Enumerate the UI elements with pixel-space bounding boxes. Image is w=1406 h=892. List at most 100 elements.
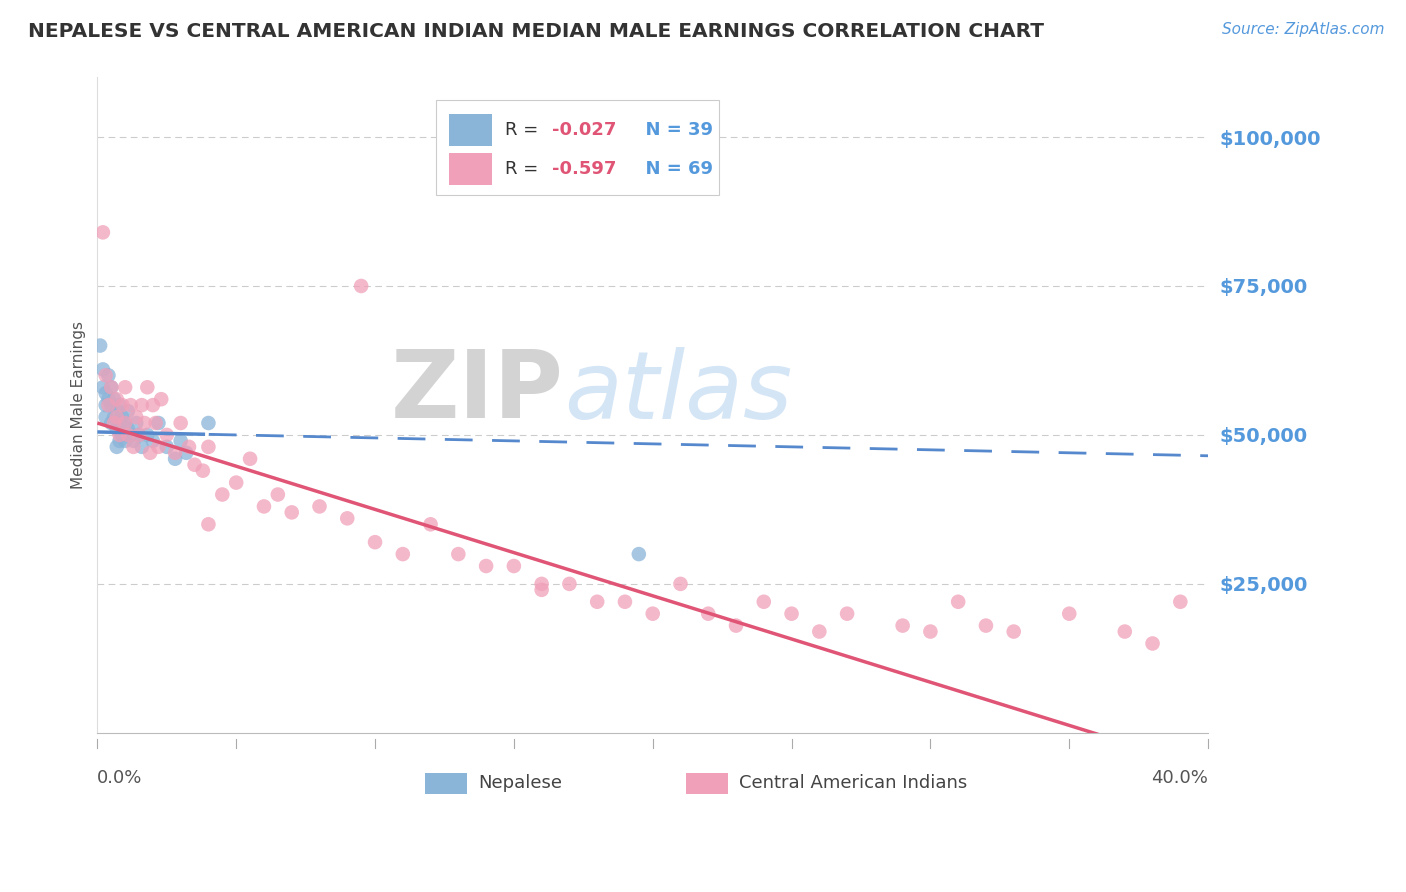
Point: [125, 416, 148, 430]
Point: [136, 428, 159, 442]
Point: [253, 500, 276, 514]
Point: [100, 398, 122, 412]
Point: [752, 595, 775, 609]
Point: [94, 398, 117, 412]
Point: [100, 416, 122, 430]
Point: [1002, 624, 1025, 639]
Point: [122, 440, 145, 454]
Point: [169, 434, 191, 448]
Text: Central American Indians: Central American Indians: [740, 774, 967, 792]
Text: Source: ZipAtlas.com: Source: ZipAtlas.com: [1222, 22, 1385, 37]
Point: [1057, 607, 1080, 621]
Text: 40.0%: 40.0%: [1152, 769, 1208, 787]
Point: [94, 386, 117, 401]
Point: [142, 398, 165, 412]
Point: [169, 416, 191, 430]
Point: [114, 380, 136, 394]
Point: [780, 607, 803, 621]
Point: [165, 446, 187, 460]
Point: [197, 517, 219, 532]
Point: [97, 392, 120, 407]
Point: [108, 416, 131, 430]
Point: [148, 416, 170, 430]
Text: NEPALESE VS CENTRAL AMERICAN INDIAN MEDIAN MALE EARNINGS CORRELATION CHART: NEPALESE VS CENTRAL AMERICAN INDIAN MEDI…: [28, 22, 1045, 41]
Point: [1168, 595, 1191, 609]
Point: [117, 404, 139, 418]
Point: [239, 451, 262, 466]
Point: [183, 458, 205, 472]
Text: atlas: atlas: [564, 346, 792, 438]
Point: [117, 422, 139, 436]
Point: [105, 404, 128, 418]
Point: [91, 380, 114, 394]
Point: [891, 618, 914, 632]
Point: [108, 434, 131, 448]
Y-axis label: Median Male Earnings: Median Male Earnings: [72, 321, 86, 489]
Point: [131, 398, 153, 412]
Point: [100, 380, 122, 394]
Point: [136, 380, 159, 394]
Point: [114, 416, 136, 430]
Text: N = 39: N = 39: [633, 121, 713, 139]
Point: [225, 475, 247, 490]
Point: [114, 416, 136, 430]
Point: [267, 487, 290, 501]
Point: [946, 595, 969, 609]
Point: [105, 392, 128, 407]
Point: [145, 416, 167, 430]
Point: [105, 422, 128, 436]
Point: [108, 398, 131, 412]
Point: [111, 398, 134, 412]
Point: [447, 547, 470, 561]
Point: [586, 595, 609, 609]
Point: [197, 416, 219, 430]
Point: [128, 428, 150, 442]
Point: [336, 511, 359, 525]
Point: [724, 618, 747, 632]
Point: [111, 428, 134, 442]
Point: [134, 416, 156, 430]
Point: [350, 279, 373, 293]
Point: [475, 559, 498, 574]
Point: [669, 577, 692, 591]
Point: [835, 607, 858, 621]
Point: [103, 410, 125, 425]
Point: [91, 362, 114, 376]
Point: [100, 380, 122, 394]
Point: [974, 618, 997, 632]
Point: [120, 398, 142, 412]
Point: [308, 500, 330, 514]
Point: [197, 440, 219, 454]
Point: [114, 434, 136, 448]
Point: [211, 487, 233, 501]
Point: [156, 428, 179, 442]
Point: [364, 535, 387, 549]
Text: -0.027: -0.027: [551, 121, 616, 139]
Point: [105, 410, 128, 425]
Text: N = 69: N = 69: [633, 161, 713, 178]
Point: [1142, 636, 1164, 650]
Text: ZIP: ZIP: [391, 346, 564, 438]
Point: [97, 398, 120, 412]
Text: Nepalese: Nepalese: [478, 774, 562, 792]
Point: [142, 434, 165, 448]
Point: [191, 464, 214, 478]
Point: [148, 440, 170, 454]
Point: [97, 368, 120, 383]
Point: [105, 440, 128, 454]
Point: [1114, 624, 1136, 639]
Point: [94, 410, 117, 425]
Point: [125, 410, 148, 425]
Point: [117, 428, 139, 442]
FancyBboxPatch shape: [450, 153, 492, 185]
Point: [111, 410, 134, 425]
Point: [89, 338, 111, 352]
Point: [530, 577, 553, 591]
Point: [122, 434, 145, 448]
Point: [165, 451, 187, 466]
FancyBboxPatch shape: [436, 101, 720, 195]
Point: [641, 607, 664, 621]
Point: [808, 624, 831, 639]
Point: [920, 624, 942, 639]
Point: [103, 416, 125, 430]
